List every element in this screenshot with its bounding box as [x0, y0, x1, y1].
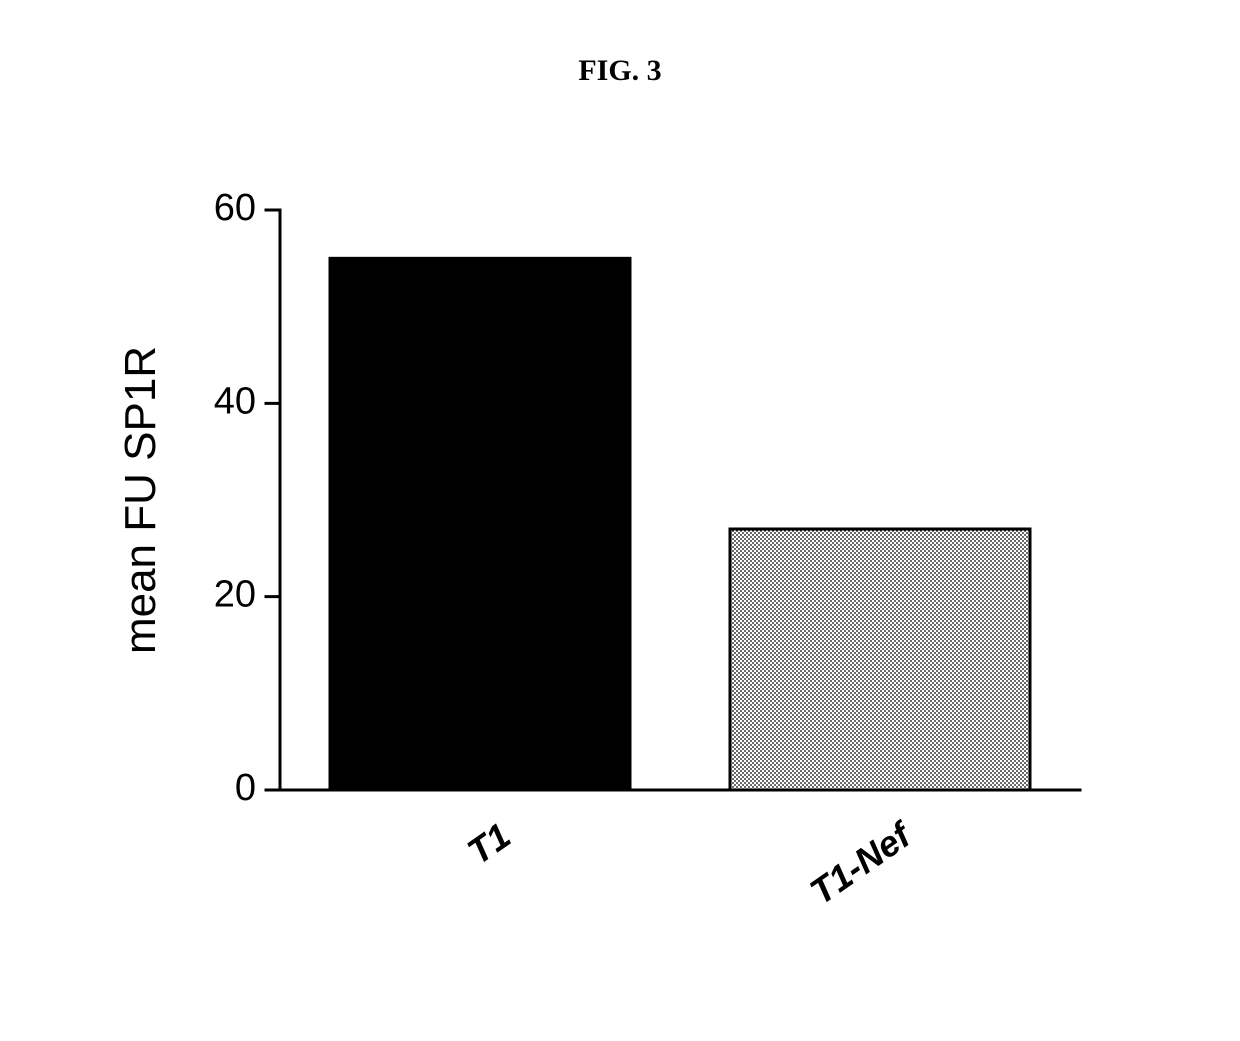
- y-tick-label: 40: [214, 380, 256, 422]
- x-tick-label: T1-Nef: [802, 813, 920, 913]
- bars-group: [330, 258, 1030, 790]
- chart-svg: mean FU SP1R 0 20 40 60 T1 T1-Nef: [120, 170, 1120, 970]
- y-tick-label: 0: [235, 767, 256, 809]
- figure-title: FIG. 3: [0, 54, 1240, 88]
- bar: [730, 529, 1030, 790]
- y-tick-label: 60: [214, 187, 256, 229]
- yticks-group: 0 20 40 60: [214, 187, 280, 809]
- y-tick-label: 20: [214, 574, 256, 616]
- xticks-group: T1 T1-Nef: [460, 813, 920, 913]
- x-tick-label: T1: [460, 815, 518, 873]
- y-axis-label: mean FU SP1R: [120, 346, 165, 654]
- bar: [330, 258, 630, 790]
- bar-chart: mean FU SP1R 0 20 40 60 T1 T1-Nef: [120, 170, 1120, 970]
